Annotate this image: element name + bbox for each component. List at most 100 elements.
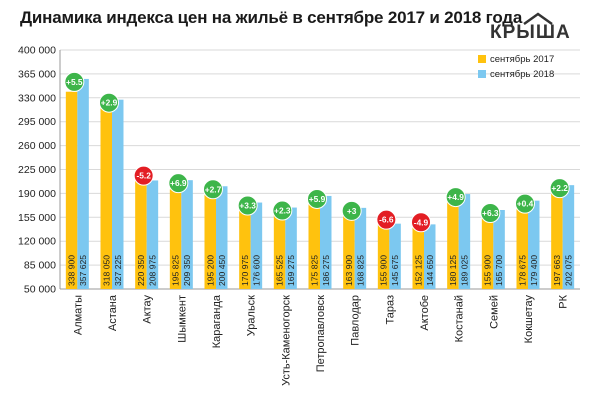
change-badge	[99, 92, 119, 113]
bar-2018	[354, 207, 367, 289]
brand-logo: КРЫША	[490, 12, 576, 46]
y-tick-label: 330 000	[18, 92, 56, 104]
value-label-2017: 318 050	[101, 255, 111, 286]
value-label-2017: 163 900	[344, 255, 354, 286]
bar-2018	[285, 207, 297, 289]
change-badge	[64, 71, 85, 92]
bar-2017	[273, 210, 286, 289]
change-label: +6.9	[170, 178, 187, 188]
bar-2017	[169, 189, 182, 289]
category-label: Алматы	[72, 295, 84, 335]
bar-2017	[100, 105, 112, 289]
bar-2018	[320, 195, 332, 289]
bar-2017	[343, 211, 355, 289]
value-label-2018: 202 075	[563, 255, 573, 286]
value-label-2018: 208 975	[147, 255, 157, 286]
category-label: Шымкент	[176, 295, 188, 343]
chart-title: Динамика индекса цен на жильё в сентябре…	[20, 8, 523, 27]
legend-swatch	[478, 70, 486, 78]
value-label-2017: 180 125	[448, 255, 458, 286]
legend-swatch	[478, 55, 486, 63]
change-label: +2.9	[101, 98, 118, 108]
value-label-2017: 155 900	[483, 255, 493, 286]
y-tick-label: 50 000	[24, 284, 56, 296]
bar-2018	[146, 180, 159, 289]
change-badge	[411, 212, 431, 233]
bar-2017	[516, 201, 528, 289]
value-label-2017: 197 663	[552, 255, 562, 286]
bar-2017	[447, 200, 459, 289]
y-tick-label: 85 000	[24, 260, 56, 272]
bar-2017	[135, 172, 147, 289]
change-label: -4.9	[414, 217, 429, 227]
change-badge	[445, 187, 466, 208]
value-label-2018: 145 675	[390, 255, 400, 286]
value-label-2018: 165 700	[494, 255, 504, 286]
legend-label: сентябрь 2018	[490, 69, 554, 80]
bar-2018	[181, 180, 193, 289]
change-badge	[203, 179, 223, 200]
bar-2017	[204, 189, 216, 289]
category-label: Костанай	[454, 295, 466, 342]
value-label-2018: 179 400	[529, 255, 539, 286]
bar-2017	[377, 216, 390, 289]
y-tick-label: 155 000	[18, 212, 56, 224]
y-tick-label: 365 000	[18, 68, 56, 80]
category-label: Усть-Каменогорск	[280, 295, 292, 386]
change-badge	[168, 173, 189, 194]
y-tick-label: 400 000	[18, 45, 56, 57]
value-label-2017: 155 900	[379, 255, 389, 286]
change-label: -5.2	[136, 171, 151, 181]
value-label-2018: 186 275	[321, 255, 331, 286]
y-tick-label: 260 000	[18, 140, 56, 152]
bar-2018	[528, 200, 540, 289]
y-tick-label: 190 000	[18, 188, 56, 200]
logo-text: КРЫША	[490, 22, 571, 43]
y-tick-label: 120 000	[18, 236, 56, 248]
value-label-2017: 175 825	[309, 255, 319, 286]
value-label-2018: 144 650	[425, 255, 435, 286]
change-badge	[133, 165, 154, 186]
value-label-2018: 200 450	[217, 255, 227, 286]
bar-2018	[112, 99, 124, 289]
value-label-2017: 195 825	[171, 255, 181, 286]
value-label-2017: 195 200	[205, 255, 215, 286]
change-label: +4.9	[447, 192, 464, 202]
bar-2017	[65, 91, 78, 290]
bar-2018	[389, 223, 401, 289]
value-label-2017: 165 525	[275, 255, 285, 286]
change-label: +0.4	[517, 199, 534, 209]
change-label: +5.5	[66, 77, 83, 87]
value-label-2017: 220 350	[136, 255, 146, 286]
bar-2017	[412, 219, 424, 289]
change-label: +2.2	[551, 183, 568, 193]
change-badge	[237, 195, 258, 216]
category-label: Караганда	[211, 294, 223, 348]
bar-2017	[239, 206, 251, 289]
category-label: Петропавловск	[315, 295, 327, 372]
change-label: +2.7	[205, 184, 222, 194]
value-label-2017: 178 675	[517, 255, 527, 286]
bar-2018	[216, 186, 228, 289]
change-badge	[515, 193, 535, 214]
change-label: +3	[347, 206, 357, 216]
category-label: Астана	[107, 294, 119, 331]
value-label-2017: 170 975	[240, 255, 250, 286]
legend-label: сентябрь 2017	[490, 54, 554, 65]
change-label: +3.3	[239, 201, 256, 211]
change-label: -6.6	[379, 215, 394, 225]
category-label: Уральск	[246, 295, 258, 336]
value-label-2018: 176 600	[251, 255, 261, 286]
change-badge	[307, 188, 327, 209]
bar-2018	[424, 224, 436, 289]
bar-2018	[562, 185, 575, 289]
roof-icon	[523, 12, 553, 26]
bar-2017	[551, 188, 563, 289]
value-label-2017: 338 900	[67, 255, 77, 286]
bar-2018	[77, 78, 89, 290]
category-label: Актобе	[419, 295, 431, 331]
bar-2018	[250, 202, 263, 289]
category-label: Павлодар	[350, 295, 362, 346]
value-label-2018: 169 275	[286, 255, 296, 286]
